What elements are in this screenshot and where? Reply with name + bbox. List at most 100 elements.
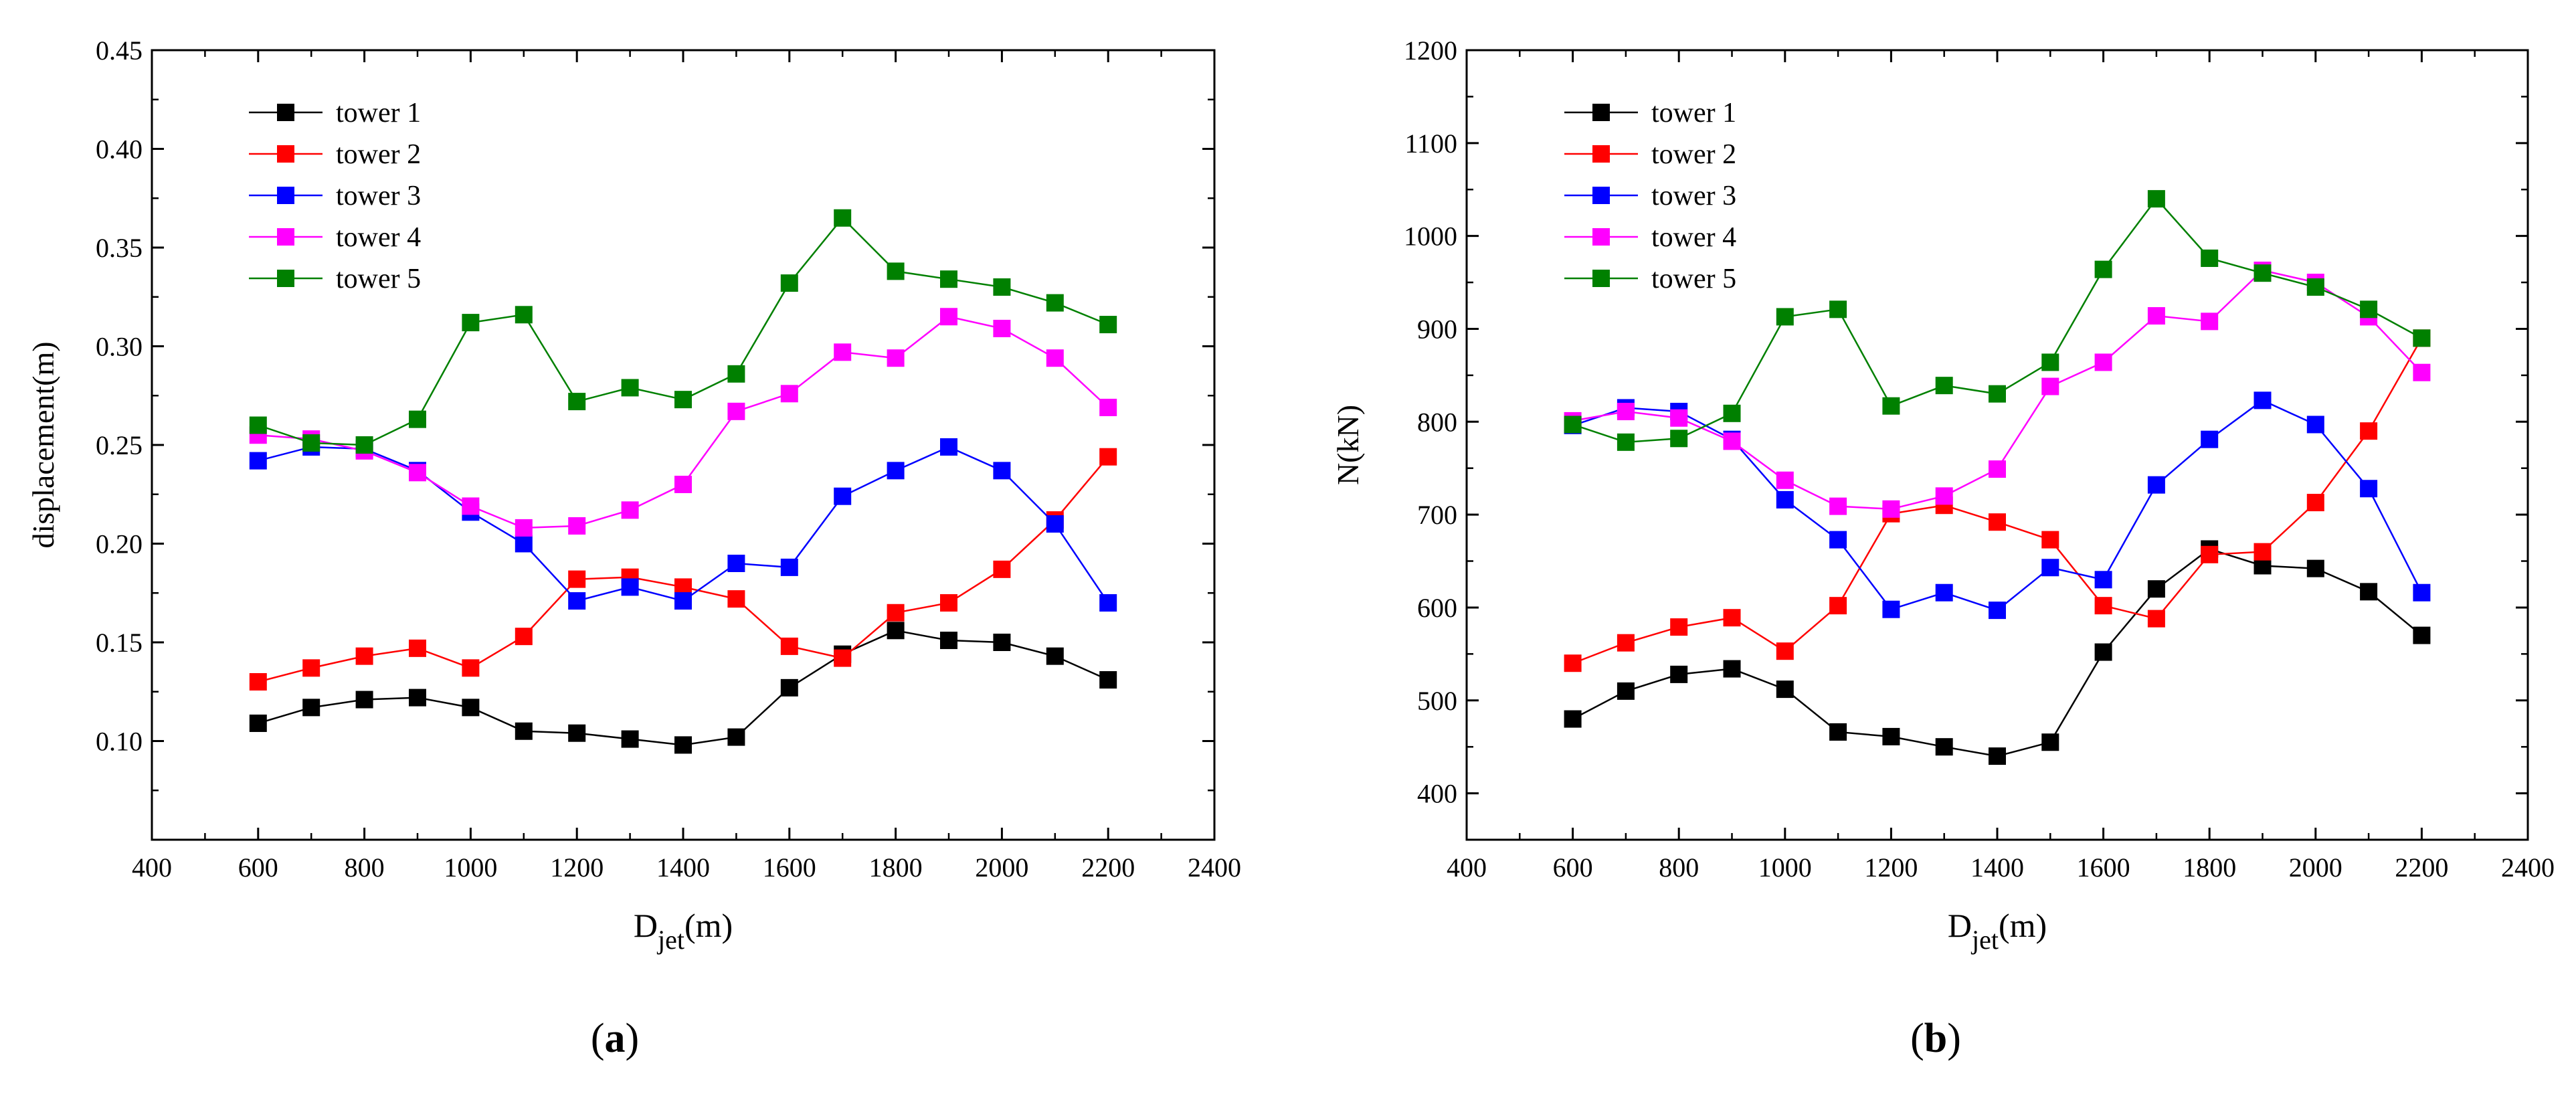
y-tick-label: 800 (1417, 407, 1457, 437)
data-point (887, 604, 905, 622)
legend-marker (277, 270, 294, 287)
data-point (1564, 416, 1582, 434)
data-point (462, 659, 480, 677)
data-point (940, 270, 957, 288)
x-tick-label: 2400 (1188, 852, 1241, 883)
data-point (355, 436, 373, 454)
x-label-unit: (m) (684, 907, 733, 944)
x-axis-label: Djet(m) (634, 907, 733, 955)
data-point (302, 659, 320, 677)
data-point (1776, 642, 1794, 660)
data-point (568, 724, 586, 742)
x-tick-label: 800 (1659, 852, 1699, 883)
legend-label: tower 2 (1651, 139, 1736, 170)
data-point (621, 379, 639, 397)
series-line (258, 630, 1109, 746)
y-tick-label: 1000 (1404, 221, 1457, 252)
data-point (2041, 531, 2059, 549)
series-tower-1 (249, 622, 1117, 754)
data-point (1989, 513, 2006, 531)
data-point (409, 410, 426, 428)
legend-label: tower 3 (1651, 181, 1736, 211)
data-point (1776, 490, 1794, 509)
data-point (1670, 618, 1688, 636)
data-point (2094, 597, 2112, 615)
data-point (1099, 398, 1117, 416)
data-point (1099, 316, 1117, 334)
data-point (1099, 594, 1117, 612)
data-point (1989, 747, 2006, 765)
x-tick-label: 600 (238, 852, 278, 883)
legend-marker (1592, 187, 1610, 204)
data-point (887, 349, 905, 367)
x-tick-label: 1600 (2077, 852, 2130, 883)
data-point (1935, 738, 1953, 756)
data-point (2201, 545, 2219, 563)
data-point (834, 649, 852, 667)
series-tower-3 (1564, 391, 2431, 620)
data-point (2306, 278, 2324, 296)
data-point (409, 689, 426, 707)
data-point (2094, 643, 2112, 661)
x-tick-label: 1200 (1864, 852, 1918, 883)
y-tick-label: 0.45 (96, 35, 143, 66)
y-tick-label: 0.40 (96, 134, 143, 165)
data-point (2360, 583, 2378, 601)
x-tick-label: 400 (1447, 852, 1487, 883)
data-point (249, 452, 267, 470)
data-point (1617, 682, 1635, 700)
data-point (1670, 409, 1688, 427)
x-tick-label: 1600 (763, 852, 816, 883)
x-label-main: D (634, 907, 658, 944)
data-point (887, 462, 905, 480)
data-point (515, 519, 533, 537)
y-tick-label: 600 (1417, 593, 1457, 623)
data-point (2041, 377, 2059, 395)
data-point (462, 699, 480, 717)
data-point (621, 730, 639, 748)
data-point (2147, 476, 2165, 494)
data-point (621, 578, 639, 596)
x-tick-label: 2200 (2395, 852, 2448, 883)
data-point (2094, 353, 2112, 371)
data-point (2306, 494, 2324, 512)
x-tick-label: 1400 (656, 852, 710, 883)
data-point (2360, 422, 2378, 440)
data-point (834, 487, 852, 505)
data-point (1617, 433, 1635, 451)
series-tower-2 (1564, 329, 2431, 672)
data-point (2147, 307, 2165, 325)
legend-marker (1592, 104, 1610, 121)
data-point (2306, 416, 2324, 434)
y-tick-label: 0.15 (96, 628, 143, 658)
data-point (727, 728, 745, 746)
x-tick-label: 400 (132, 852, 172, 883)
data-point (940, 594, 957, 612)
data-point (2041, 733, 2059, 751)
data-point (1617, 403, 1635, 421)
data-point (1046, 515, 1064, 533)
data-point (940, 632, 957, 650)
data-point (621, 501, 639, 519)
data-point (1099, 448, 1117, 466)
data-point (2413, 329, 2431, 347)
x-tick-label: 600 (1553, 852, 1593, 883)
data-point (1882, 600, 1900, 618)
y-axis-label: displacement(m) (26, 341, 60, 548)
data-point (993, 278, 1011, 296)
legend-label: tower 1 (336, 98, 421, 128)
data-point (2413, 626, 2431, 644)
data-point (674, 391, 692, 409)
data-point (727, 590, 745, 608)
data-point (834, 209, 852, 227)
data-point (2413, 583, 2431, 602)
legend-marker (277, 228, 294, 246)
data-point (515, 628, 533, 646)
data-point (1989, 460, 2006, 478)
data-point (887, 262, 905, 280)
data-point (302, 699, 320, 717)
data-point (993, 319, 1011, 337)
panel-label-close: ) (626, 1016, 640, 1061)
data-point (993, 462, 1011, 480)
x-tick-label: 2400 (2501, 852, 2555, 883)
